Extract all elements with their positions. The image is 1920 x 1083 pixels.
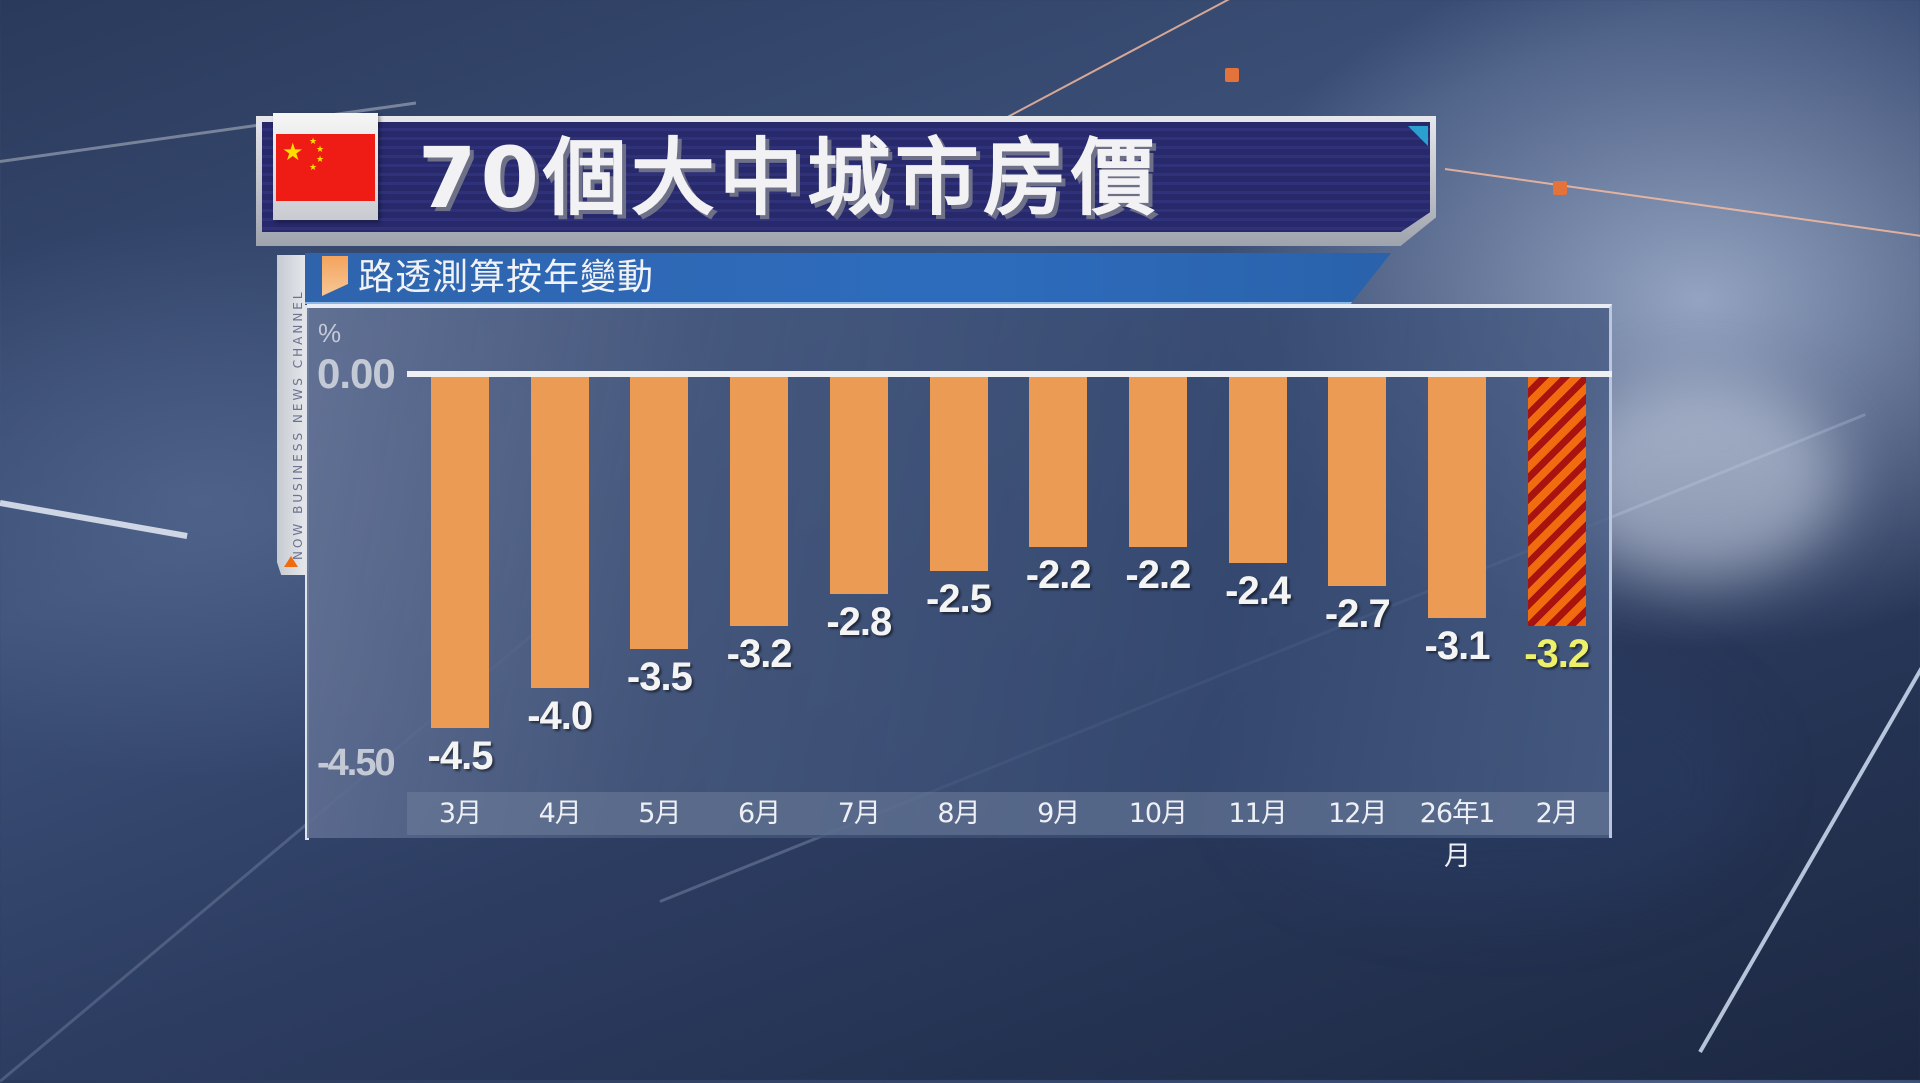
background-light-streak — [0, 500, 188, 539]
bar — [829, 377, 888, 595]
x-axis-label: 26年1月 — [1419, 798, 1496, 872]
x-axis-label: 3月 — [438, 798, 482, 829]
background-node — [1225, 68, 1239, 82]
title-bar — [262, 122, 1430, 232]
background-trend-line — [1444, 168, 1920, 240]
bar — [530, 377, 589, 689]
x-axis-label: 8月 — [937, 798, 980, 829]
bar — [730, 377, 789, 626]
title-corner-accent — [1408, 126, 1428, 146]
x-axis-label: 4月 — [538, 798, 582, 829]
bar-value-label: -2.7 — [1324, 592, 1391, 637]
bar — [1029, 377, 1088, 547]
bar — [1328, 377, 1387, 587]
background-trend-line — [999, 0, 1292, 122]
bar — [1228, 377, 1287, 563]
bar-value-label: -2.2 — [1125, 552, 1191, 597]
subtitle-bar — [305, 253, 1391, 304]
y-tick-bottom: -4.50 — [317, 742, 396, 784]
channel-logo-triangle-icon — [284, 556, 298, 567]
bar-value-label: -2.2 — [1025, 552, 1092, 597]
bar — [1128, 377, 1187, 547]
flag-small-star-icon: ★ — [309, 137, 318, 147]
bar-value-label: -3.2 — [1524, 631, 1590, 676]
bar — [630, 377, 689, 650]
x-axis-label: 6月 — [738, 798, 781, 829]
x-axis-label: 5月 — [638, 798, 681, 829]
flag-box: ★ ★ ★ ★ ★ — [273, 113, 378, 220]
flag-small-star-icon: ★ — [316, 145, 325, 155]
chart-subtitle: 路透測算按年變動 — [358, 257, 655, 298]
channel-name: NOW BUSINESS NEWS CHANNEL — [291, 289, 305, 560]
bar-value-label: -2.4 — [1225, 568, 1291, 613]
channel-strip — [277, 255, 305, 575]
flag-small-star-icon: ★ — [316, 155, 325, 165]
bar-value-label: -3.1 — [1424, 623, 1491, 668]
x-axis-label: 9月 — [1037, 798, 1080, 829]
x-axis-label: 10月 — [1128, 798, 1188, 829]
y-axis-unit: % — [318, 318, 342, 348]
bar-value-label: -4.0 — [527, 694, 593, 739]
bar-value-label: -4.5 — [427, 733, 494, 778]
bar — [431, 377, 489, 728]
background-node — [1553, 181, 1567, 195]
zero-baseline — [407, 371, 1612, 377]
bar-value-label: -3.2 — [726, 631, 793, 676]
bar — [1527, 377, 1586, 626]
x-axis-strip — [407, 792, 1609, 835]
bar — [1428, 377, 1486, 618]
flag-small-star-icon: ★ — [309, 163, 318, 173]
y-tick-top: 0.00 — [317, 350, 396, 397]
bar-value-label: -3.5 — [626, 655, 693, 700]
x-axis-label: 2月 — [1535, 798, 1579, 829]
china-flag-icon: ★ ★ ★ ★ ★ — [276, 134, 375, 201]
bar — [929, 377, 988, 571]
bar-value-label: -2.5 — [926, 576, 992, 621]
flag-big-star-icon: ★ — [282, 138, 304, 166]
x-axis-label: 7月 — [837, 798, 881, 829]
background-light-streak — [1698, 617, 1920, 1053]
chart-title: 70個大中城市房價 — [418, 129, 1159, 227]
bar-value-label: -2.8 — [826, 600, 892, 645]
x-axis-label: 11月 — [1228, 798, 1287, 829]
x-axis-label: 12月 — [1328, 798, 1387, 829]
